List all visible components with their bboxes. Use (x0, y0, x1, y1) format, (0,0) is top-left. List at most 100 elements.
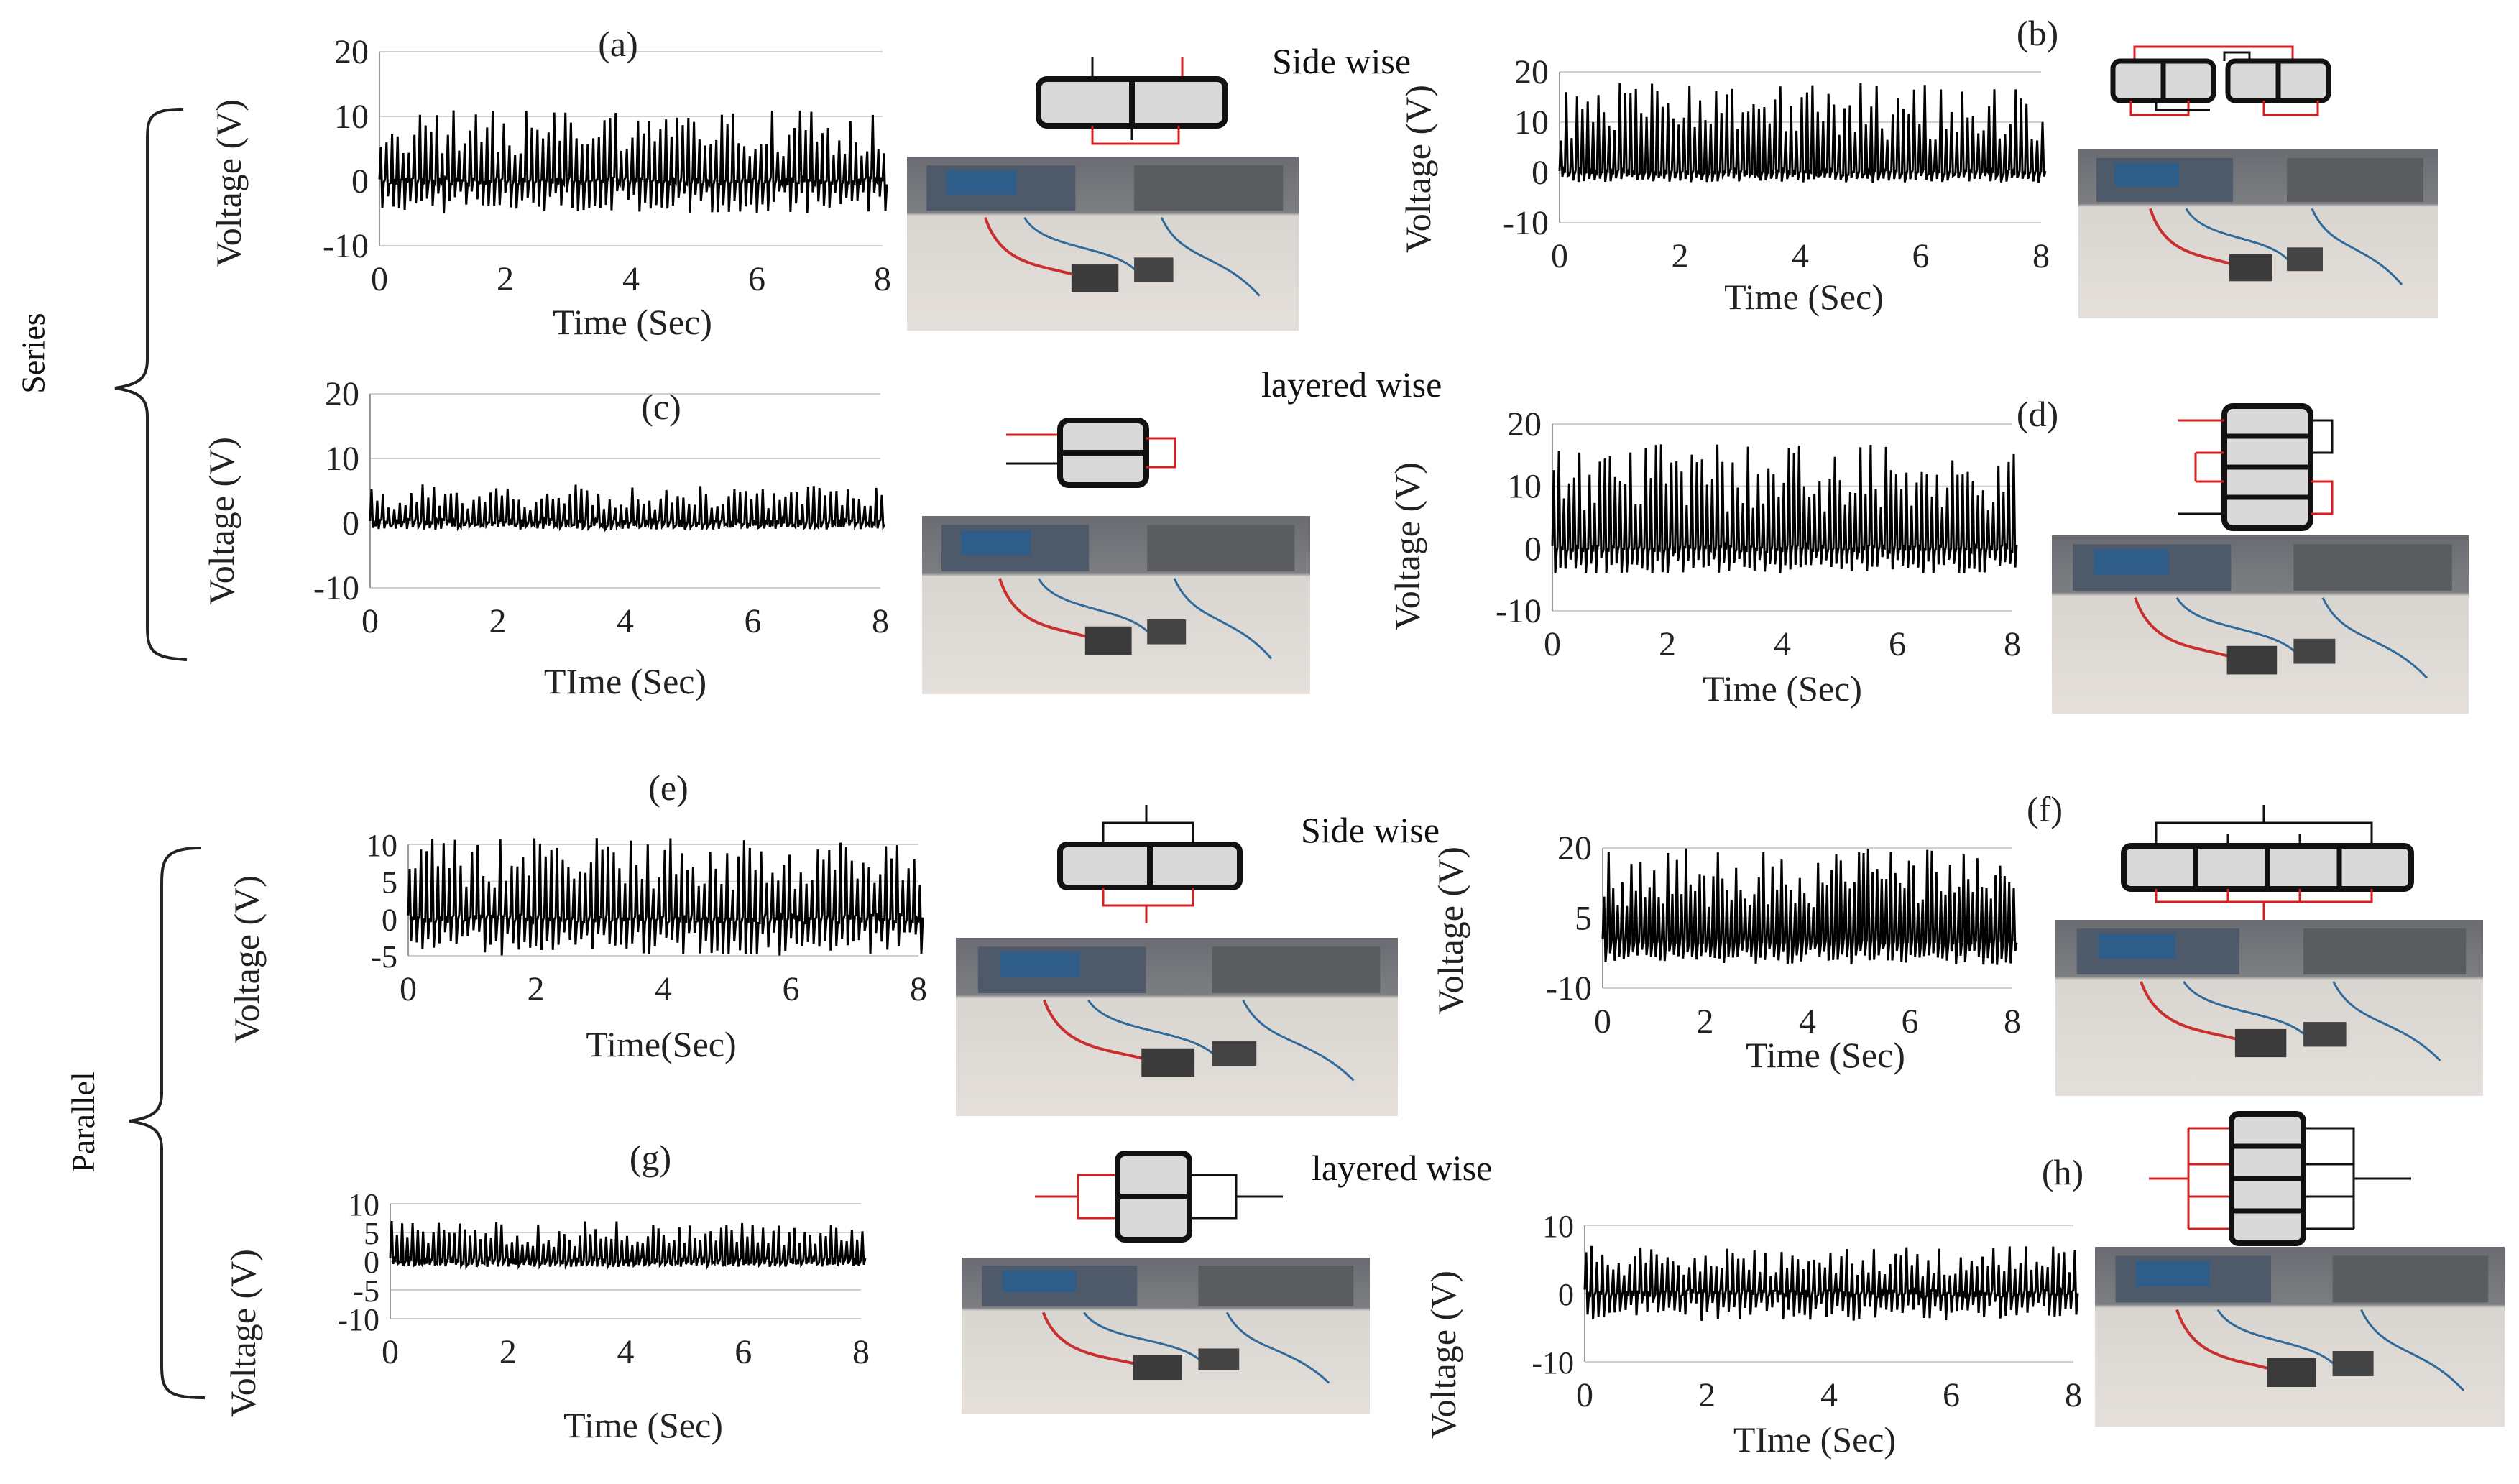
instrument (1134, 165, 1284, 211)
y-tick-label: -10 (1503, 204, 1549, 242)
voltage-trace (1601, 848, 2018, 965)
x-tick-label: 2 (1659, 625, 1676, 663)
x-tick-label: 6 (734, 1333, 752, 1371)
panel-label: (f) (2027, 789, 2063, 829)
blue-wire (2360, 1309, 2465, 1392)
panel-label: (c) (641, 387, 681, 427)
panel-label: (a) (598, 24, 638, 64)
x-tick-label: 0 (361, 602, 379, 640)
blue-wire (2311, 208, 2403, 285)
photo-drawing (2076, 928, 2467, 1062)
photo-drawing (977, 946, 1381, 1082)
series-bracket (114, 108, 188, 661)
x-tick-label: 0 (382, 1333, 399, 1371)
x-tick-label: 4 (1820, 1376, 1838, 1414)
y-axis-label: Voltage (V) (201, 437, 241, 605)
blue-wire (1173, 578, 1273, 660)
y-tick-label: 0 (382, 902, 397, 937)
y-axis-label: Voltage (V) (223, 1249, 263, 1417)
y-tick-label: 20 (1507, 405, 1542, 443)
x-tick-label: 6 (1889, 625, 1906, 663)
x-axis-label: Time (Sec) (563, 1405, 723, 1445)
device-sample (1212, 1041, 1257, 1066)
voltage-trace (407, 838, 924, 956)
setup-photo-7 (2095, 1247, 2505, 1427)
blue-wire (2332, 981, 2441, 1062)
y-tick-label: -5 (353, 1273, 379, 1309)
x-tick-label: 2 (1698, 1376, 1716, 1414)
device-sample (2332, 1351, 2374, 1376)
x-tick-label: 8 (874, 260, 891, 298)
photo-drawing (2096, 157, 2423, 285)
instrument (2293, 544, 2452, 591)
x-tick-label: 8 (2032, 237, 2050, 275)
device-sample (1198, 1348, 1240, 1370)
device-sample (2303, 1022, 2347, 1047)
x-tick-label: 8 (2004, 1003, 2021, 1041)
x-tick-label: 6 (1912, 237, 1930, 275)
x-tick-label: 8 (2004, 625, 2021, 663)
setup-photo-6 (962, 1258, 1370, 1414)
x-tick-label: 0 (371, 260, 388, 298)
panel-label: (h) (2042, 1152, 2083, 1192)
y-tick-label: 0 (351, 162, 369, 201)
y-axis-label: Voltage (V) (1430, 847, 1470, 1015)
oscilloscope-screen (946, 170, 1017, 195)
blue-wire (2321, 597, 2428, 679)
y-tick-label: -5 (371, 939, 397, 974)
x-tick-label: 2 (528, 970, 545, 1008)
y-tick-label: 20 (334, 33, 369, 71)
y-tick-label: 0 (1558, 1277, 1574, 1312)
y-tick-label: 10 (1514, 103, 1549, 142)
voltage-trace (1583, 1245, 2079, 1321)
blue-wire (1225, 1312, 1330, 1384)
blue-wire (2175, 597, 2303, 661)
oscilloscope-screen (2098, 934, 2175, 959)
x-tick-label: 4 (1792, 237, 1809, 275)
y-tick-label: -10 (1546, 969, 1592, 1008)
oscilloscope-screen (2114, 162, 2179, 187)
instrument (2287, 157, 2423, 202)
schematic-h (2149, 1111, 2411, 1246)
x-tick-label: 4 (617, 602, 634, 640)
device-sample (1071, 264, 1119, 292)
voltage-trace (389, 1221, 867, 1271)
y-axis-label: Voltage (V) (226, 875, 267, 1043)
y-tick-label: -10 (323, 227, 369, 265)
panel-label: (g) (630, 1138, 671, 1178)
y-tick-label: 5 (364, 1216, 379, 1251)
side-wise-title-series: Side wise (1272, 41, 1412, 81)
y-tick-label: 0 (364, 1245, 379, 1280)
x-tick-label: 4 (617, 1333, 635, 1371)
device-sample (1133, 1355, 1182, 1381)
x-tick-label: 0 (1551, 237, 1568, 275)
y-axis-label: Voltage (V) (1423, 1271, 1463, 1439)
x-tick-label: 6 (748, 260, 765, 298)
x-tick-label: 8 (872, 602, 889, 640)
device-sample (1134, 257, 1174, 282)
blue-wire (2183, 980, 2313, 1044)
x-tick-label: 2 (1697, 1003, 1714, 1041)
x-axis-label: Time (Sec) (1724, 277, 1884, 317)
x-axis-label: Time (Sec) (553, 302, 712, 342)
y-tick-label: 0 (342, 504, 359, 543)
voltage-trace (1551, 444, 2018, 574)
y-axis-label: Voltage (V) (208, 99, 249, 267)
photo-drawing (982, 1265, 1354, 1384)
setup-photo-1 (2078, 149, 2438, 318)
blue-wire (2216, 1309, 2342, 1373)
blue-wire (1087, 1000, 1222, 1064)
schematic-c (1006, 418, 1176, 488)
photo-drawing (926, 165, 1284, 297)
oscilloscope-screen (2094, 549, 2169, 575)
y-tick-label: 5 (382, 865, 397, 900)
setup-photo-5 (2055, 920, 2483, 1096)
device-sample (2229, 254, 2272, 282)
instrument (1147, 525, 1295, 571)
